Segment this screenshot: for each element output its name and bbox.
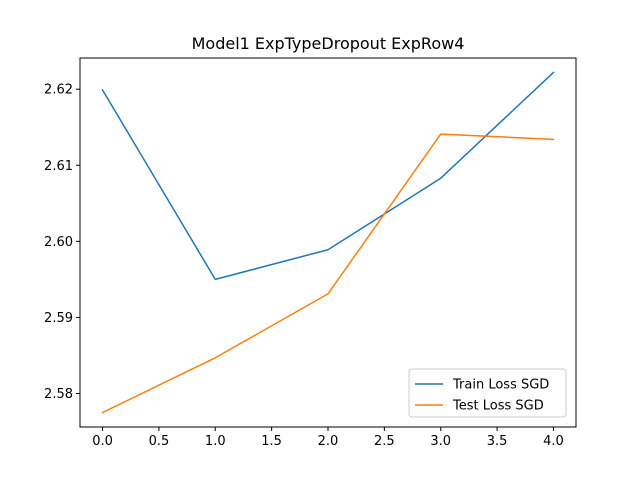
y-tick-label: 2.61 bbox=[44, 159, 73, 174]
legend-label: Test Loss SGD bbox=[452, 399, 544, 414]
series-line-test-loss bbox=[101, 133, 555, 414]
x-tick-label: 1.5 bbox=[261, 434, 282, 449]
series-line-train-loss bbox=[101, 71, 555, 281]
legend-label: Train Loss SGD bbox=[452, 378, 549, 393]
series-layer bbox=[101, 71, 555, 414]
y-axis: 2.58 2.59 2.60 2.61 2.62 bbox=[44, 83, 80, 402]
x-tick-label: 2.5 bbox=[374, 434, 395, 449]
x-tick-label: 2.0 bbox=[318, 434, 339, 449]
chart-title: Model1 ExpTypeDropout ExpRow4 bbox=[192, 34, 465, 53]
y-tick-label: 2.58 bbox=[44, 387, 73, 402]
y-tick-label: 2.62 bbox=[44, 83, 73, 98]
x-tick-label: 3.5 bbox=[487, 434, 508, 449]
x-tick-label: 3.0 bbox=[430, 434, 451, 449]
x-axis: 0.0 0.5 1.0 1.5 2.0 2.5 3.0 3.5 4.0 bbox=[92, 427, 564, 449]
x-tick-label: 0.0 bbox=[92, 434, 113, 449]
legend-box bbox=[408, 368, 567, 418]
legend: Train Loss SGD Test Loss SGD bbox=[408, 368, 567, 418]
x-tick-label: 1.0 bbox=[205, 434, 226, 449]
x-tick-label: 4.0 bbox=[543, 434, 564, 449]
x-tick-label: 0.5 bbox=[149, 434, 170, 449]
y-tick-label: 2.59 bbox=[44, 311, 73, 326]
y-tick-label: 2.60 bbox=[44, 235, 73, 250]
